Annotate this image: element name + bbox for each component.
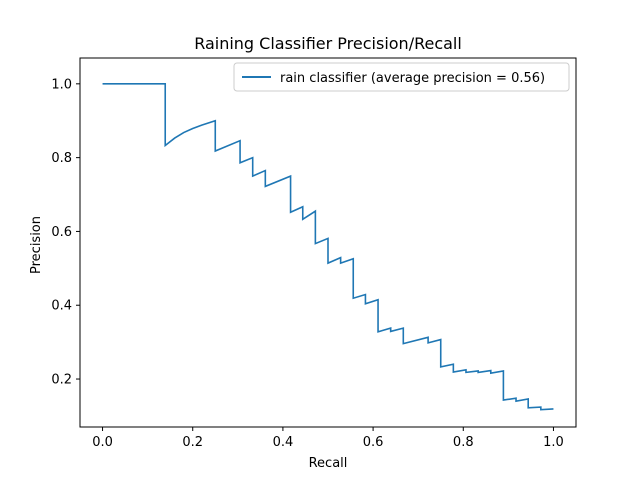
x-tick-label: 0.0 [92, 435, 113, 450]
y-tick-label: 0.4 [51, 299, 72, 314]
legend: rain classifier (average precision = 0.5… [233, 62, 570, 92]
x-tick-label: 0.8 [453, 435, 474, 450]
y-tick-label: 0.8 [51, 151, 72, 166]
plot-area: 0.0 0.2 0.4 0.6 0.8 1.0 0.2 0.4 0.6 0.8 1.0 [51, 57, 577, 450]
x-axis-label: Recall [309, 456, 348, 471]
legend-label: rain classifier (average precision = 0.5… [280, 71, 545, 86]
legend-box [233, 62, 570, 92]
y-tick-label: 1.0 [51, 77, 72, 92]
x-tick-label: 0.6 [363, 435, 384, 450]
x-tick-label: 1.0 [543, 435, 564, 450]
series-line-0 [102, 83, 554, 411]
x-tick-label: 0.4 [273, 435, 294, 450]
x-tick-label: 0.2 [182, 435, 203, 450]
y-axis-label: Precision [29, 216, 44, 274]
y-tick-label: 0.6 [51, 225, 72, 240]
axes-frame [79, 57, 577, 428]
y-tick-label: 0.2 [51, 373, 72, 388]
chart-title: Raining Classifier Precision/Recall [194, 34, 462, 53]
